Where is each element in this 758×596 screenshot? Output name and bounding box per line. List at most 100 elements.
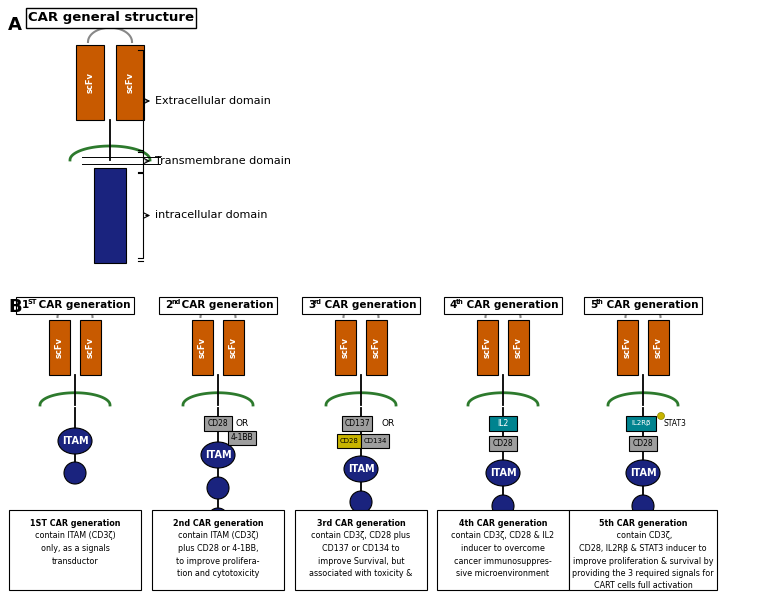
Text: CD28: CD28 xyxy=(340,438,359,444)
FancyBboxPatch shape xyxy=(361,434,389,448)
FancyBboxPatch shape xyxy=(9,510,141,590)
Ellipse shape xyxy=(626,460,660,486)
Text: ITAM: ITAM xyxy=(490,468,516,478)
FancyBboxPatch shape xyxy=(26,8,196,28)
Text: CART cells full activation: CART cells full activation xyxy=(594,582,692,591)
Text: contain CD3ζ, CD28 plus: contain CD3ζ, CD28 plus xyxy=(312,532,411,541)
Ellipse shape xyxy=(201,442,235,468)
Ellipse shape xyxy=(486,460,520,486)
FancyBboxPatch shape xyxy=(489,436,517,451)
Text: ST: ST xyxy=(28,300,37,306)
Text: CD137 or CD134 to: CD137 or CD134 to xyxy=(322,544,399,553)
Text: CD28, IL2Rβ & STAT3 inducer to: CD28, IL2Rβ & STAT3 inducer to xyxy=(579,544,706,553)
Circle shape xyxy=(350,491,372,513)
Text: CAR generation: CAR generation xyxy=(178,300,274,311)
Text: scFv: scFv xyxy=(514,337,523,358)
FancyBboxPatch shape xyxy=(335,320,356,375)
FancyBboxPatch shape xyxy=(569,510,717,590)
Text: Extracellular domain: Extracellular domain xyxy=(155,96,271,106)
FancyBboxPatch shape xyxy=(228,431,256,445)
Circle shape xyxy=(657,412,665,420)
Text: associated with toxicity &: associated with toxicity & xyxy=(309,569,412,578)
FancyBboxPatch shape xyxy=(159,297,277,314)
FancyBboxPatch shape xyxy=(223,320,244,375)
Text: 5: 5 xyxy=(590,300,597,311)
FancyBboxPatch shape xyxy=(366,320,387,375)
Text: scFv: scFv xyxy=(372,337,381,358)
Text: cancer immunosuppres-: cancer immunosuppres- xyxy=(454,557,552,566)
Text: B: B xyxy=(8,298,22,316)
Text: 2: 2 xyxy=(165,300,172,311)
Circle shape xyxy=(207,477,229,499)
Text: scFv: scFv xyxy=(86,72,95,93)
FancyBboxPatch shape xyxy=(302,297,420,314)
FancyBboxPatch shape xyxy=(629,436,657,451)
Text: OR: OR xyxy=(381,418,394,427)
Ellipse shape xyxy=(58,428,92,454)
Text: CD134: CD134 xyxy=(363,438,387,444)
FancyBboxPatch shape xyxy=(94,168,126,263)
Text: 1ST CAR generation: 1ST CAR generation xyxy=(30,519,121,528)
Text: sive microenvironment: sive microenvironment xyxy=(456,569,550,578)
FancyBboxPatch shape xyxy=(437,510,569,590)
FancyBboxPatch shape xyxy=(489,415,517,430)
Text: STAT3: STAT3 xyxy=(663,418,686,427)
Circle shape xyxy=(64,462,86,484)
Text: Transmembrane domain: Transmembrane domain xyxy=(155,156,291,166)
Text: A: A xyxy=(8,16,22,34)
Text: IL2Rβ: IL2Rβ xyxy=(631,420,650,426)
Text: 4: 4 xyxy=(450,300,457,311)
Text: th: th xyxy=(456,300,464,306)
FancyBboxPatch shape xyxy=(626,415,656,430)
Text: intracellular domain: intracellular domain xyxy=(155,210,268,221)
Text: 4th CAR generation: 4th CAR generation xyxy=(459,519,547,528)
Text: 2nd CAR generation: 2nd CAR generation xyxy=(173,519,263,528)
Text: ITAM: ITAM xyxy=(630,468,656,478)
Text: 1: 1 xyxy=(22,300,30,311)
Text: CAR generation: CAR generation xyxy=(463,300,559,311)
FancyBboxPatch shape xyxy=(617,320,638,375)
Text: scFv: scFv xyxy=(198,337,207,358)
FancyBboxPatch shape xyxy=(116,45,144,120)
Text: improve Survival, but: improve Survival, but xyxy=(318,557,404,566)
Text: scFv: scFv xyxy=(341,337,350,358)
Circle shape xyxy=(208,508,228,528)
Text: CAR generation: CAR generation xyxy=(35,300,130,311)
Text: CD28: CD28 xyxy=(208,418,228,427)
Text: CAR generation: CAR generation xyxy=(603,300,699,311)
FancyBboxPatch shape xyxy=(648,320,669,375)
Text: scFv: scFv xyxy=(654,337,663,358)
Text: providing the 3 required signals for: providing the 3 required signals for xyxy=(572,569,714,578)
Text: scFv: scFv xyxy=(483,337,492,358)
FancyBboxPatch shape xyxy=(295,510,427,590)
Ellipse shape xyxy=(344,456,378,482)
FancyBboxPatch shape xyxy=(508,320,529,375)
Text: ITAM: ITAM xyxy=(205,450,231,460)
Text: 3rd CAR generation: 3rd CAR generation xyxy=(317,519,406,528)
FancyBboxPatch shape xyxy=(80,320,101,375)
Text: 5th CAR generation: 5th CAR generation xyxy=(599,519,688,528)
Text: scFv: scFv xyxy=(229,337,238,358)
Text: transductor: transductor xyxy=(52,557,99,566)
Text: to improve prolifera-: to improve prolifera- xyxy=(177,557,260,566)
Text: inducer to overcome: inducer to overcome xyxy=(461,544,545,553)
Text: contain CD3ζ,: contain CD3ζ, xyxy=(614,532,672,541)
Text: CD137: CD137 xyxy=(344,418,370,427)
FancyBboxPatch shape xyxy=(152,510,284,590)
Text: improve proliferation & survival by: improve proliferation & survival by xyxy=(573,557,713,566)
FancyBboxPatch shape xyxy=(49,320,70,375)
Text: contain ITAM (CD3ζ): contain ITAM (CD3ζ) xyxy=(35,532,115,541)
Text: scFv: scFv xyxy=(55,337,64,358)
FancyBboxPatch shape xyxy=(16,297,134,314)
Text: plus CD28 or 4-1BB,: plus CD28 or 4-1BB, xyxy=(177,544,258,553)
Text: contain CD3ζ, CD28 & IL2: contain CD3ζ, CD28 & IL2 xyxy=(452,532,555,541)
FancyBboxPatch shape xyxy=(76,45,104,120)
Text: OR: OR xyxy=(236,418,249,427)
Circle shape xyxy=(632,495,654,517)
Text: CAR general structure: CAR general structure xyxy=(28,11,194,24)
FancyBboxPatch shape xyxy=(584,297,702,314)
Text: CD28: CD28 xyxy=(633,439,653,448)
Text: scFv: scFv xyxy=(86,337,95,358)
Circle shape xyxy=(351,522,371,542)
Text: rd: rd xyxy=(314,300,322,306)
